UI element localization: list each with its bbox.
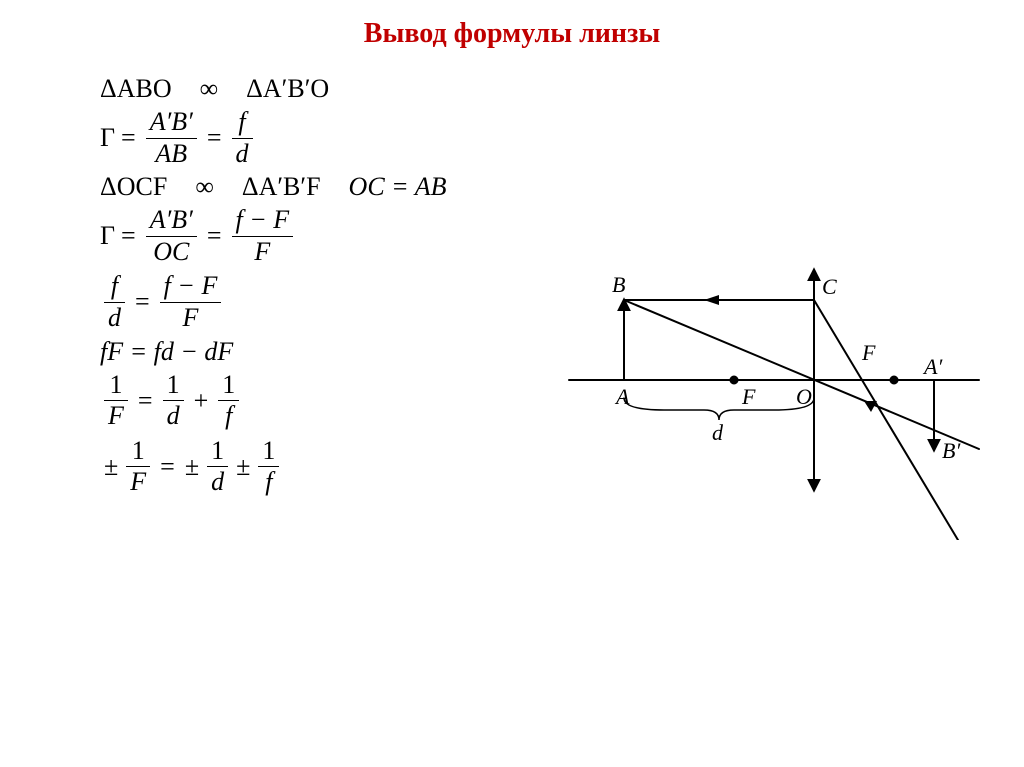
l7-frac1: 1 F [104, 371, 128, 431]
l8-frac3: 1 f [258, 437, 279, 497]
derivation-formulas: ΔABO ∞ ΔA′B′O Г = A′B′ AB = f d ΔOCF [100, 70, 447, 503]
line-7: 1 F = 1 d + 1 f [100, 371, 447, 431]
l1-right: ΔA′B′O [246, 76, 329, 102]
l4-frac2: f − F F [232, 206, 294, 266]
l2-frac2: f d [232, 108, 253, 168]
lens-ray-diagram: A B C O F F A′ B′ d [564, 240, 984, 540]
l5-frac2: f − F F [160, 272, 222, 332]
l7-frac3: 1 f [218, 371, 239, 431]
l7-frac2: 1 d [163, 371, 184, 431]
line-4: Г = A′B′ OC = f − F F [100, 206, 447, 266]
label-C: C [822, 274, 837, 299]
l4-frac1: A′B′ OC [146, 206, 197, 266]
l3-left: ΔOCF [100, 174, 167, 200]
l1-similar: ∞ [200, 76, 219, 102]
line-8: ± 1 F = ± 1 d ± 1 f [100, 437, 447, 497]
l2-frac1: A′B′ AB [146, 108, 197, 168]
line-5: f d = f − F F [100, 272, 447, 332]
label-d: d [712, 420, 724, 445]
l3-similar: ∞ [195, 174, 214, 200]
l5-frac1: f d [104, 272, 125, 332]
label-A-prime: A′ [922, 354, 943, 379]
label-B: B [612, 272, 625, 297]
l8-frac2: 1 d [207, 437, 228, 497]
label-A: A [614, 384, 630, 409]
l4-gamma: Г [100, 223, 115, 249]
line-2: Г = A′B′ AB = f d [100, 108, 447, 168]
l8-frac1: 1 F [126, 437, 150, 497]
label-O: O [796, 384, 812, 409]
label-B-prime: B′ [942, 438, 961, 463]
page-title: Вывод формулы линзы [0, 18, 1024, 50]
l1-left: ΔABO [100, 76, 172, 102]
line-1: ΔABO ∞ ΔA′B′O [100, 76, 447, 102]
label-F-right: F [861, 340, 876, 365]
l3-right: ΔA′B′F [242, 174, 321, 200]
label-F-left: F [741, 384, 756, 409]
l2-gamma: Г [100, 125, 115, 151]
line-6: fF = fd − dF [100, 339, 447, 365]
l3-oc-eq-ab: OC = AB [349, 174, 447, 200]
line-3: ΔOCF ∞ ΔA′B′F OC = AB [100, 174, 447, 200]
